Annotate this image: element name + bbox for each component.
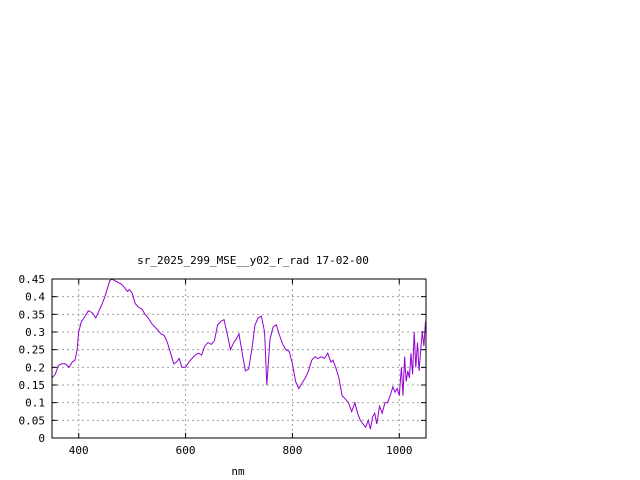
plot-frame bbox=[51, 278, 427, 439]
y-tick-label: 0.25 bbox=[19, 344, 46, 357]
y-tick-label: 0.2 bbox=[25, 361, 45, 374]
x-axis-label: nm bbox=[231, 465, 245, 478]
y-tick-label: 0 bbox=[38, 432, 45, 445]
y-tick-label: 0.15 bbox=[19, 379, 46, 392]
x-tick-label: 800 bbox=[282, 444, 302, 457]
x-tick-label: 600 bbox=[176, 444, 196, 457]
y-tick-label: 0.35 bbox=[19, 308, 46, 321]
y-tick-label: 0.1 bbox=[25, 397, 45, 410]
chart-title: sr_2025_299_MSE__y02_r_rad 17-02-00 bbox=[137, 254, 369, 267]
tick-labels: 0 0.05 0.1 0.15 0.2 0.25 0.3 0.35 0.4 0.45 400 600 8… bbox=[19, 273, 413, 457]
y-tick-label: 0.05 bbox=[19, 414, 46, 427]
x-tick-label: 400 bbox=[69, 444, 89, 457]
y-tick-label: 0.4 bbox=[25, 291, 45, 304]
y-tick-label: 0.3 bbox=[25, 326, 45, 339]
y-tick-label: 0.45 bbox=[19, 273, 46, 286]
x-tick-label: 1000 bbox=[386, 444, 413, 457]
series-line bbox=[51, 278, 426, 430]
grid-lines bbox=[52, 279, 426, 438]
axis-ticks bbox=[52, 278, 426, 439]
